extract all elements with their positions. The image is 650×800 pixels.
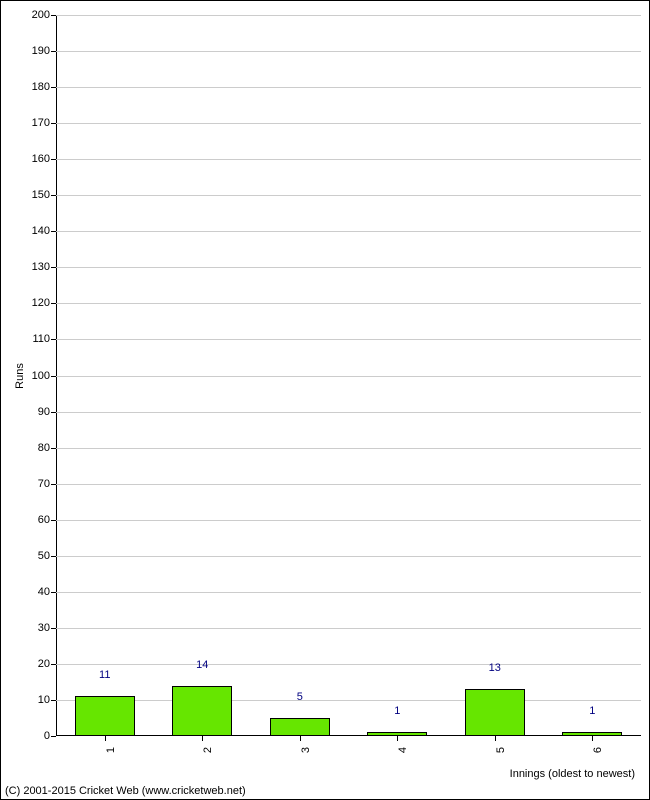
gridline	[56, 520, 641, 521]
xtick-mark	[202, 736, 203, 741]
xtick-mark	[397, 736, 398, 741]
ytick-label: 50	[38, 550, 56, 562]
gridline	[56, 159, 641, 160]
ytick-label: 190	[32, 45, 56, 57]
ytick-label: 110	[32, 333, 56, 345]
gridline	[56, 376, 641, 377]
gridline	[56, 412, 641, 413]
gridline	[56, 51, 641, 52]
gridline	[56, 267, 641, 268]
gridline	[56, 484, 641, 485]
xtick-label: 6	[592, 747, 604, 753]
xtick-mark	[495, 736, 496, 741]
xtick-label: 2	[202, 747, 214, 753]
y-axis-label: Runs	[14, 363, 26, 389]
x-axis-line	[56, 735, 641, 736]
ytick-label: 30	[38, 622, 56, 634]
ytick-label: 180	[32, 81, 56, 93]
xtick-label: 3	[300, 747, 312, 753]
bar	[75, 696, 135, 736]
bar-value-label: 5	[297, 691, 303, 703]
ytick-label: 80	[38, 442, 56, 454]
bar-value-label: 13	[489, 662, 501, 674]
gridline	[56, 628, 641, 629]
bar	[172, 686, 232, 736]
gridline	[56, 15, 641, 16]
ytick-label: 70	[38, 478, 56, 490]
bar	[270, 718, 330, 736]
bar-value-label: 1	[589, 705, 595, 717]
ytick-label: 160	[32, 153, 56, 165]
ytick-label: 10	[38, 694, 56, 706]
xtick-label: 4	[397, 747, 409, 753]
bar-value-label: 14	[196, 659, 208, 671]
gridline	[56, 339, 641, 340]
gridline	[56, 231, 641, 232]
xtick-mark	[592, 736, 593, 741]
ytick-label: 20	[38, 658, 56, 670]
gridline	[56, 303, 641, 304]
x-axis-label: Innings (oldest to newest)	[510, 768, 635, 780]
bar-value-label: 11	[99, 669, 110, 681]
gridline	[56, 664, 641, 665]
gridline	[56, 448, 641, 449]
ytick-label: 0	[44, 730, 56, 742]
ytick-label: 200	[32, 9, 56, 21]
ytick-label: 140	[32, 225, 56, 237]
ytick-label: 90	[38, 406, 56, 418]
ytick-label: 150	[32, 189, 56, 201]
bar	[465, 689, 525, 736]
xtick-label: 1	[105, 747, 117, 753]
ytick-label: 170	[32, 117, 56, 129]
copyright-text: (C) 2001-2015 Cricket Web (www.cricketwe…	[5, 785, 246, 797]
gridline	[56, 195, 641, 196]
xtick-mark	[105, 736, 106, 741]
plot-area: 0102030405060708090100110120130140150160…	[56, 15, 641, 736]
gridline	[56, 592, 641, 593]
xtick-mark	[300, 736, 301, 741]
gridline	[56, 556, 641, 557]
ytick-label: 100	[32, 370, 56, 382]
gridline	[56, 123, 641, 124]
ytick-label: 130	[32, 261, 56, 273]
gridline	[56, 87, 641, 88]
gridline	[56, 700, 641, 701]
ytick-label: 40	[38, 586, 56, 598]
ytick-label: 120	[32, 297, 56, 309]
ytick-label: 60	[38, 514, 56, 526]
xtick-label: 5	[495, 747, 507, 753]
chart-frame: 0 10 20 30 40 50 60 70 80 90 100 110 120 130 140 150 160…	[0, 0, 650, 800]
bar-value-label: 1	[394, 705, 400, 717]
